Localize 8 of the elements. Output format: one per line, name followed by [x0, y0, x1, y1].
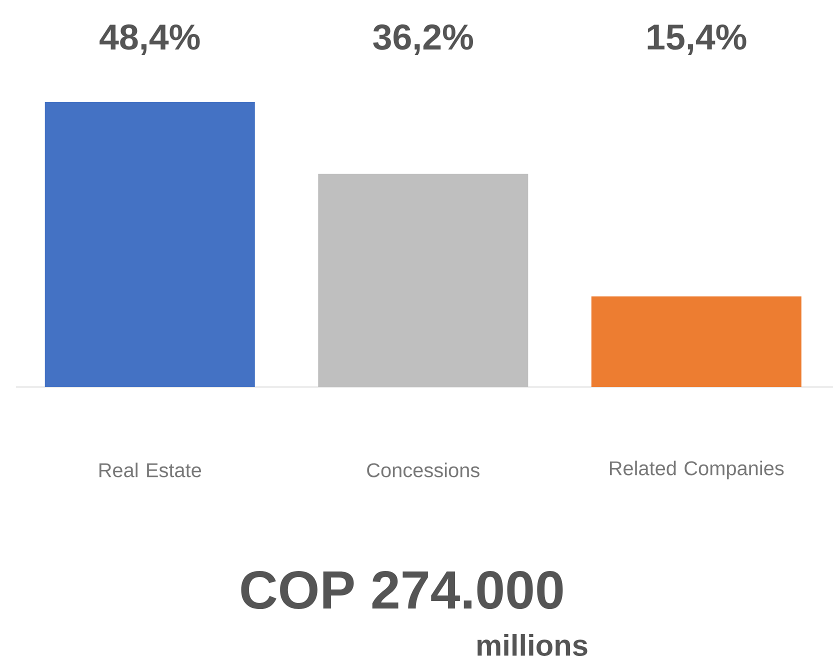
text: COP 274.000	[241, 570, 563, 610]
data-label: 48,4%	[100, 24, 200, 55]
data-label: 36,2%	[373, 24, 474, 55]
x-tick-label: Real Estate	[99, 462, 202, 478]
data-label: 15,4%	[648, 24, 746, 55]
text: millions	[478, 634, 588, 656]
x-tick-label: Related Companies	[610, 460, 784, 480]
x-tick-label: Concessions	[367, 462, 480, 478]
